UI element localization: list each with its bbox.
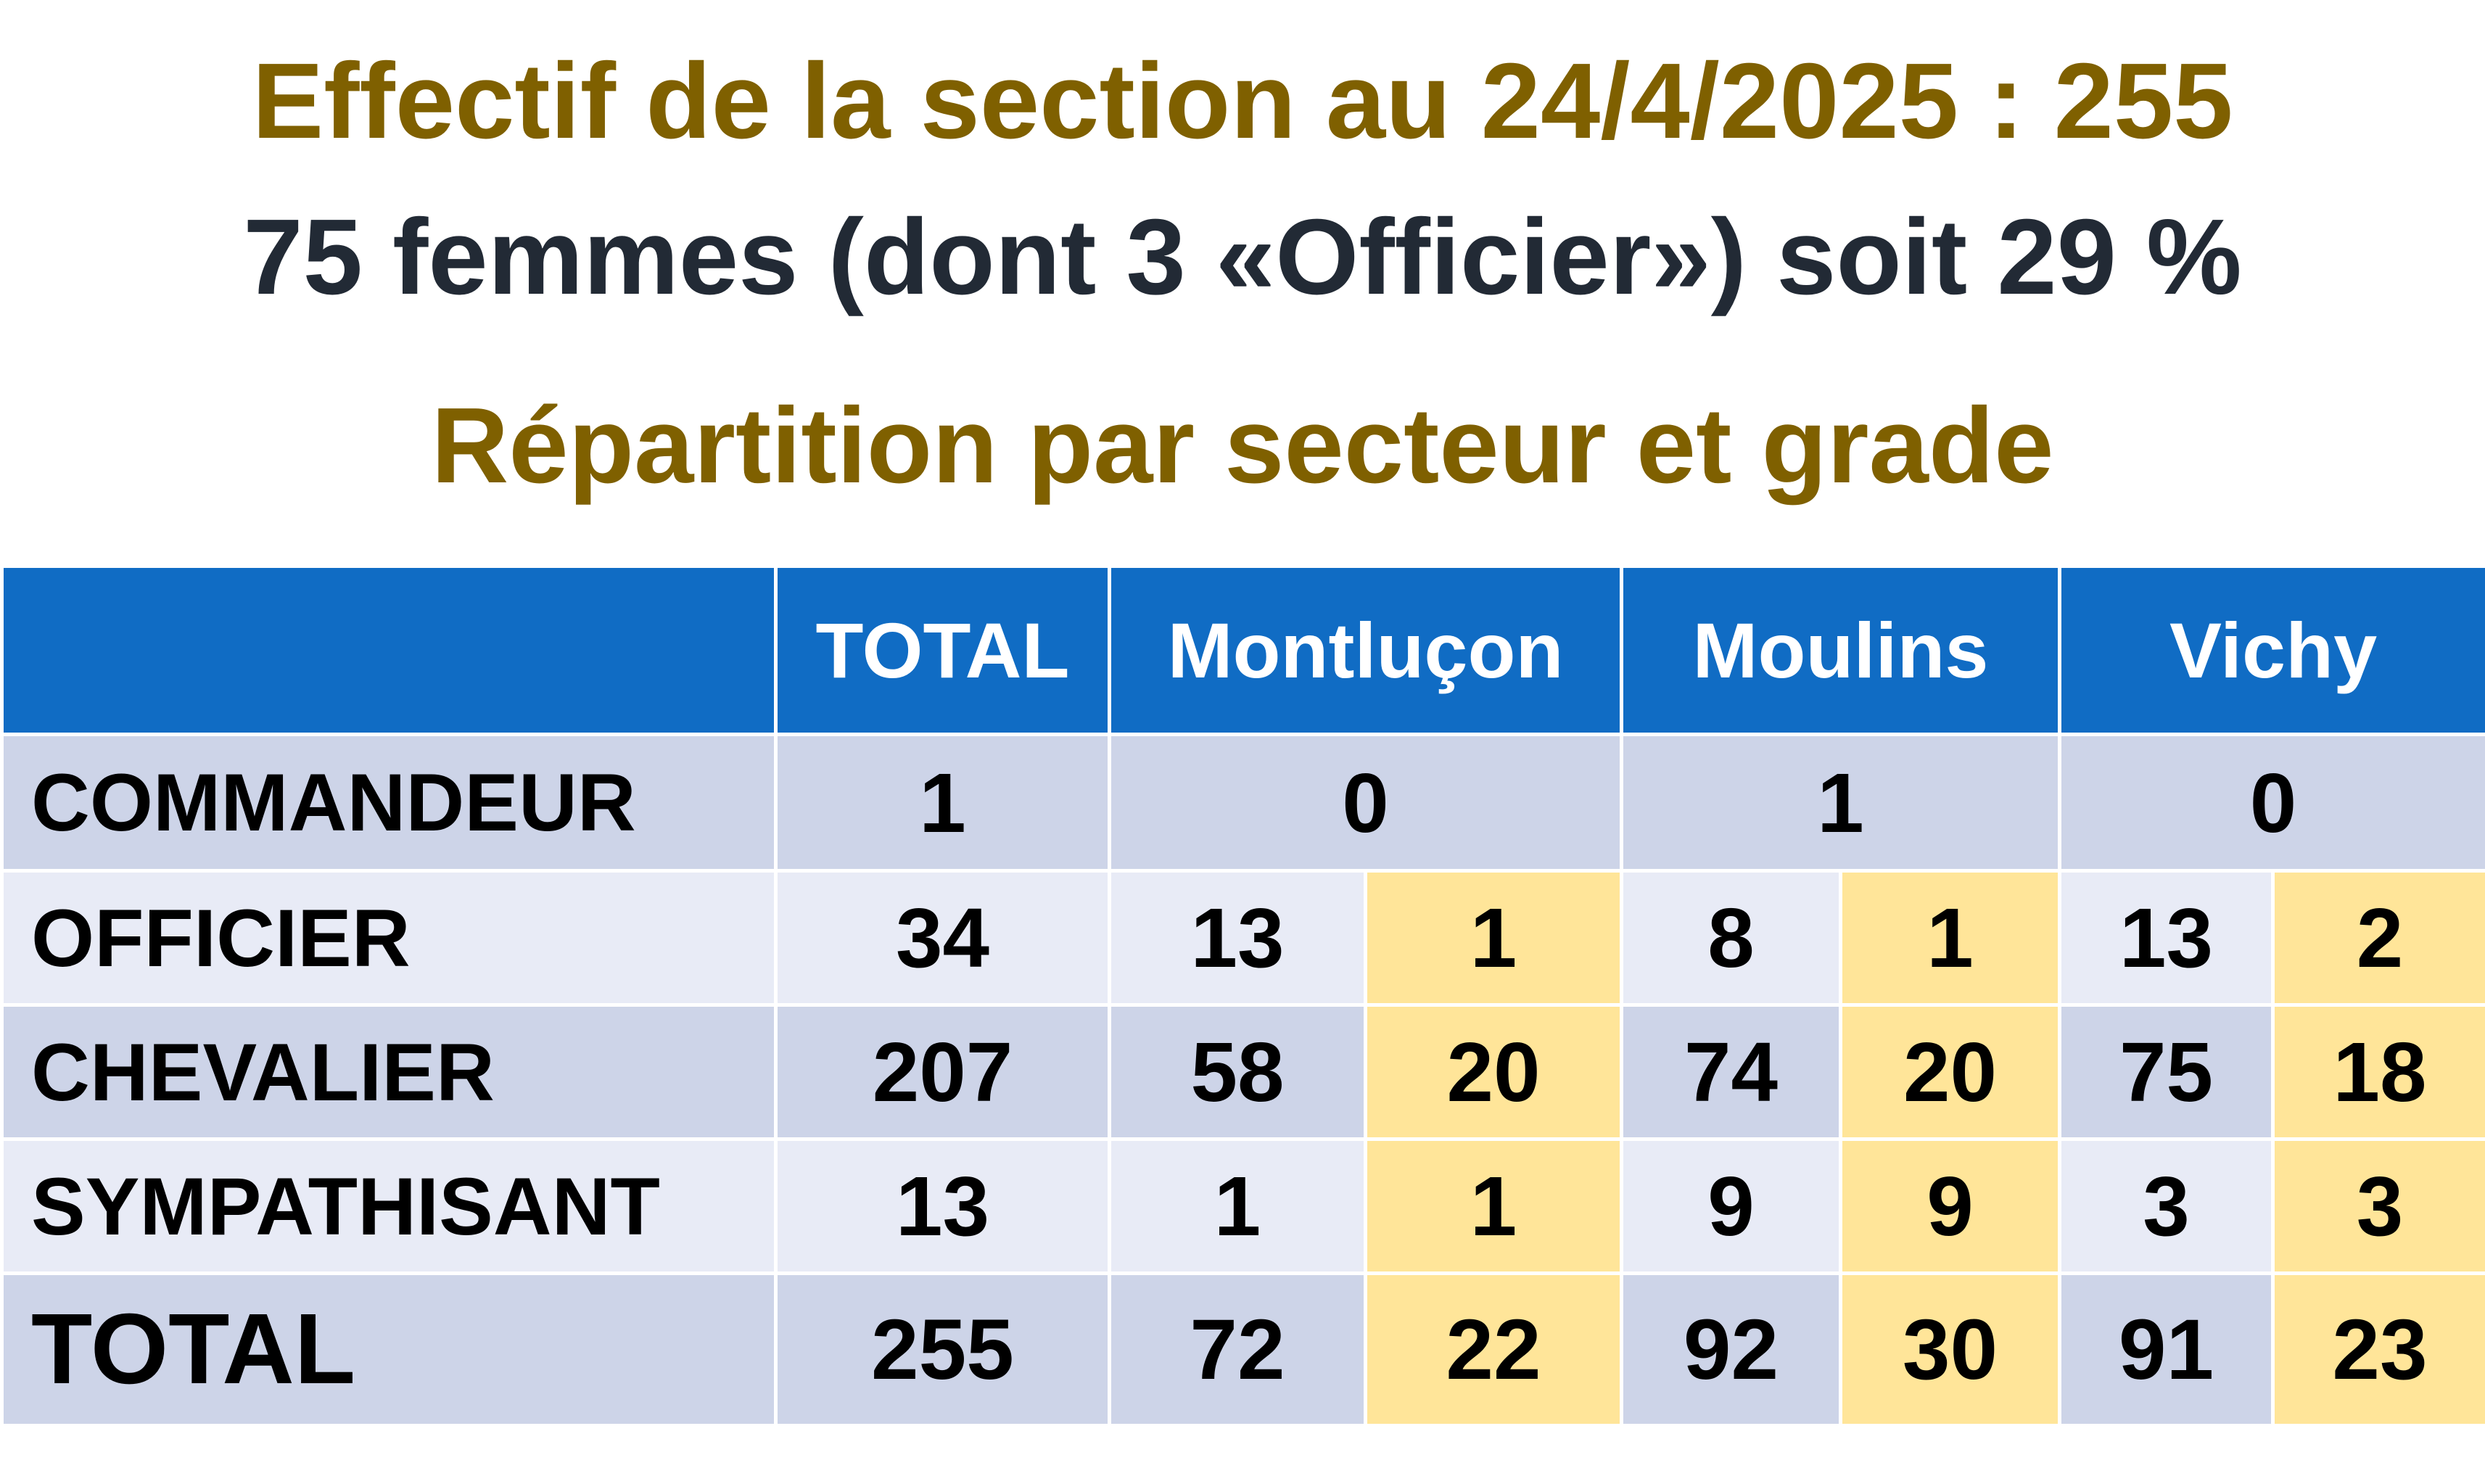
cell-moulins-femmes: 9 — [1839, 1137, 2062, 1275]
cell-moulins-femmes: 20 — [1839, 1003, 2062, 1141]
cell-montlucon: 1 — [1108, 1137, 1367, 1275]
row-label: TOTAL — [0, 1271, 778, 1427]
cell-vichy: 75 — [2058, 1003, 2275, 1141]
cell-vichy-femmes: 18 — [2271, 1003, 2485, 1141]
cell-montlucon: 0 — [1107, 733, 1624, 873]
header-vichy: Vichy — [2058, 564, 2485, 736]
cell-montlucon-femmes: 20 — [1363, 1003, 1624, 1141]
cell-total: 13 — [774, 1137, 1111, 1275]
row-label: CHEVALIER — [0, 1003, 778, 1141]
cell-moulins: 92 — [1620, 1271, 1843, 1427]
table-row-total: TOTAL 255 72 22 92 30 91 23 — [0, 1271, 2485, 1427]
cell-vichy: 91 — [2058, 1271, 2275, 1427]
cell-moulins: 74 — [1620, 1003, 1843, 1141]
cell-montlucon-femmes: 1 — [1363, 1137, 1624, 1275]
title-effectif: Effectif de la section au 24/4/2025 : 25… — [252, 41, 2233, 161]
row-label: COMMANDEUR — [0, 733, 778, 873]
title-repartition: Répartition par secteur et grade — [431, 386, 2054, 506]
table-row-officier: OFFICIER 34 13 1 8 1 13 2 — [0, 869, 2485, 1007]
row-label: OFFICIER — [0, 869, 778, 1007]
title-femmes: 75 femmes (dont 3 «Officier») soit 29 % — [243, 197, 2242, 317]
repartition-table: TOTAL Montluçon Moulins Vichy COMMANDEUR… — [0, 564, 2485, 1427]
table-row-chevalier: CHEVALIER 207 58 20 74 20 75 18 — [0, 1003, 2485, 1141]
cell-moulins: 8 — [1620, 869, 1843, 1007]
table-row-commandeur: COMMANDEUR 1 0 1 0 — [0, 733, 2485, 873]
cell-moulins: 9 — [1620, 1137, 1843, 1275]
cell-vichy: 13 — [2058, 869, 2275, 1007]
header-moulins: Moulins — [1620, 564, 2062, 736]
cell-vichy: 0 — [2058, 733, 2485, 873]
cell-total: 1 — [774, 733, 1111, 873]
cell-total: 255 — [774, 1271, 1111, 1427]
cell-vichy-femmes: 2 — [2271, 869, 2485, 1007]
cell-vichy-femmes: 3 — [2271, 1137, 2485, 1275]
header-montlucon: Montluçon — [1107, 564, 1624, 736]
cell-total: 207 — [774, 1003, 1111, 1141]
table-header-row: TOTAL Montluçon Moulins Vichy — [0, 564, 2485, 736]
cell-montlucon: 72 — [1108, 1271, 1367, 1427]
cell-vichy-femmes: 23 — [2271, 1271, 2485, 1427]
row-label: SYMPATHISANT — [0, 1137, 778, 1275]
cell-vichy: 3 — [2058, 1137, 2275, 1275]
cell-moulins: 1 — [1620, 733, 2062, 873]
cell-moulins-femmes: 30 — [1839, 1271, 2062, 1427]
cell-montlucon-femmes: 1 — [1363, 869, 1624, 1007]
cell-montlucon: 58 — [1108, 1003, 1367, 1141]
header-corner-cell — [0, 564, 778, 736]
cell-total: 34 — [774, 869, 1111, 1007]
cell-moulins-femmes: 1 — [1839, 869, 2062, 1007]
cell-montlucon-femmes: 22 — [1363, 1271, 1624, 1427]
header-total: TOTAL — [774, 564, 1111, 736]
cell-montlucon: 13 — [1108, 869, 1367, 1007]
table-row-sympathisant: SYMPATHISANT 13 1 1 9 9 3 3 — [0, 1137, 2485, 1275]
